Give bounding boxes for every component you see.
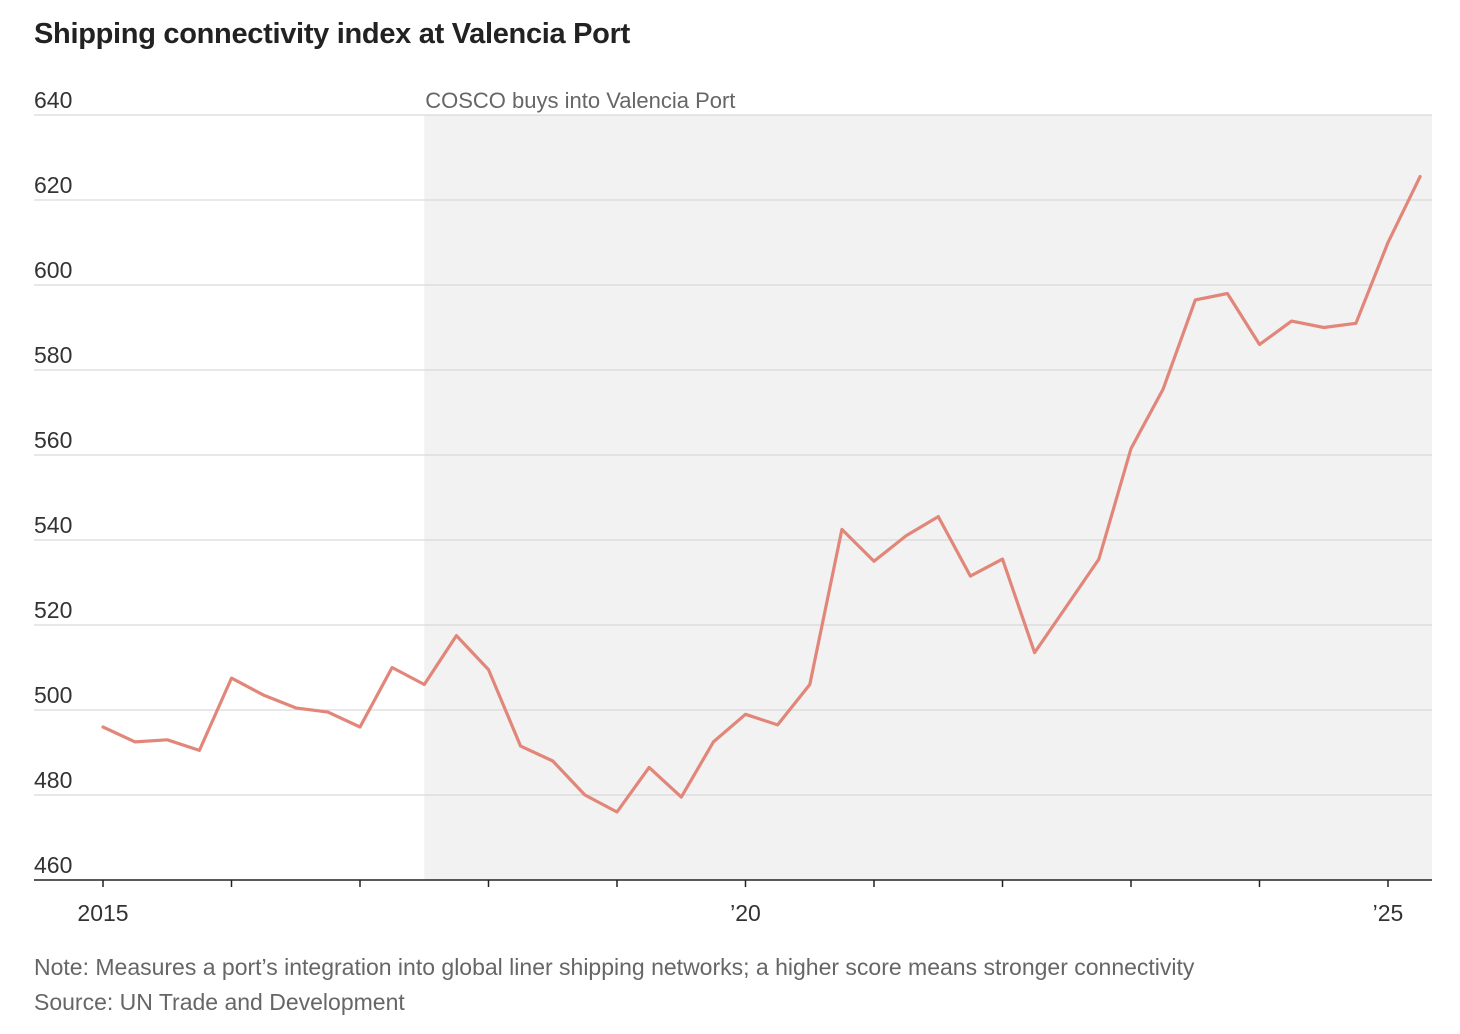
gridlines bbox=[34, 114, 1432, 796]
y-tick-label-580: 580 bbox=[34, 342, 72, 368]
y-tick-label-500: 500 bbox=[34, 682, 72, 708]
y-tick-label-460: 460 bbox=[34, 852, 72, 878]
y-tick-label-620: 620 bbox=[34, 172, 72, 198]
source-text: Source: UN Trade and Development bbox=[34, 989, 405, 1015]
y-tick-label-560: 560 bbox=[34, 427, 72, 453]
line-chart: COSCO buys into Valencia Port 460 480 500 5… bbox=[34, 87, 1432, 926]
y-tick-label-600: 600 bbox=[34, 257, 72, 283]
series-group bbox=[101, 175, 1422, 814]
x-tick-label-2025: ’25 bbox=[1373, 900, 1404, 926]
x-tick-label-2020: ’20 bbox=[730, 900, 761, 926]
y-tick-label-640: 640 bbox=[34, 87, 72, 113]
x-tick-label-2015: 2015 bbox=[77, 900, 128, 926]
cosco-annotation: COSCO buys into Valencia Port bbox=[425, 88, 735, 113]
chart-title: Shipping connectivity index at Valencia … bbox=[34, 18, 630, 50]
y-tick-label-540: 540 bbox=[34, 512, 72, 538]
footer: Note: Measures a port’s integration into… bbox=[34, 950, 1434, 1020]
y-axis-ticks: 460 480 500 520 540 560 580 600 620 640 bbox=[34, 87, 72, 878]
note-text: Note: Measures a port’s integration into… bbox=[34, 954, 1195, 980]
cosco-shaded-region bbox=[424, 115, 1432, 880]
y-tick-label-480: 480 bbox=[34, 767, 72, 793]
y-tick-label-520: 520 bbox=[34, 597, 72, 623]
x-axis-ticks: 2015 ’20 ’25 bbox=[77, 880, 1403, 926]
series-line-0 bbox=[101, 175, 1422, 814]
